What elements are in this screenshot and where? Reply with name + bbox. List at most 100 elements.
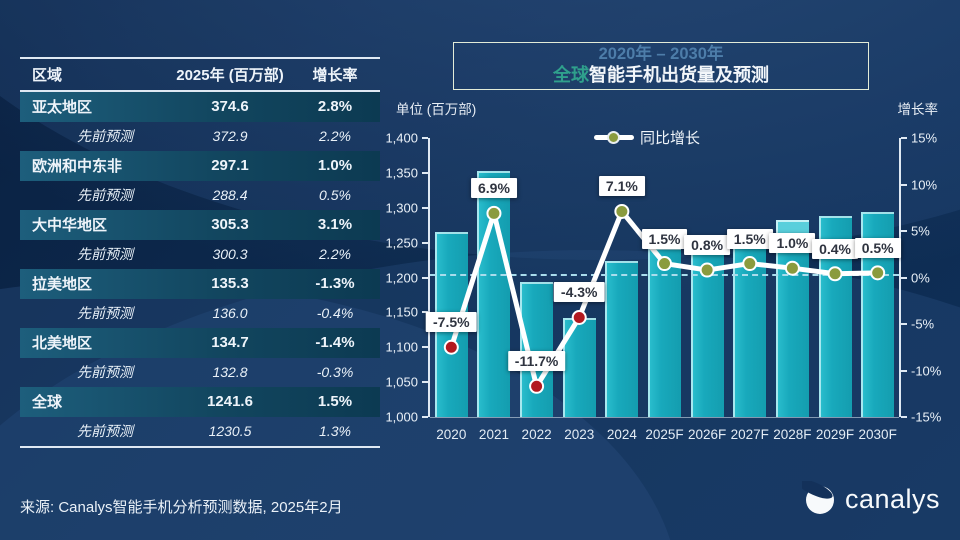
cell-value: 372.9: [212, 128, 248, 145]
growth-label-2029F: 0.4%: [812, 238, 858, 259]
x-axis-label-2029F: 2029F: [815, 427, 855, 442]
cell-value: 288.4: [212, 187, 248, 204]
left-axis-tick: [422, 137, 428, 139]
cell-growth: 0.5%: [319, 187, 351, 204]
left-axis-tick: [422, 171, 428, 174]
zero-growth-dashed-line: [430, 273, 899, 276]
cell-growth: 2.8%: [317, 98, 353, 116]
growth-label-2028F: 1.0%: [769, 233, 816, 254]
table-row-previous-forecast: 先前预测 372.9 2.2%: [20, 122, 380, 152]
cell-growth: -1.4%: [315, 334, 355, 352]
right-axis-tick: [901, 369, 907, 372]
cell-region: 先前预测: [77, 246, 133, 263]
left-axis-tick: [422, 206, 428, 209]
cell-region: 先前预测: [77, 128, 133, 145]
left-axis-tick-label: 1,150: [385, 304, 418, 320]
x-axis-label-2024: 2024: [606, 427, 637, 442]
table-row-region: 北美地区 134.7 -1.4%: [20, 328, 380, 358]
cell-region: 大中华地区: [32, 217, 108, 235]
left-axis-tick: [422, 241, 428, 244]
right-axis-tick: [901, 230, 907, 232]
cell-value: 297.1: [211, 157, 249, 175]
cell-region: 先前预测: [77, 187, 133, 204]
cell-region: 先前预测: [77, 364, 133, 381]
table-row-previous-forecast: 先前预测 288.4 0.5%: [20, 181, 380, 211]
left-axis-tick-label: 1,400: [385, 130, 418, 146]
growth-label-2021: 6.9%: [470, 178, 517, 199]
left-axis-caption: 单位 (百万部): [396, 102, 477, 117]
table-header-row: 区域 2025年 (百万部) 增长率: [20, 57, 380, 92]
cell-growth: -1.3%: [315, 275, 355, 293]
left-axis-tick-label: 1,200: [385, 270, 418, 285]
growth-label-2026F: 0.8%: [684, 235, 731, 256]
growth-label-2023: -4.3%: [553, 282, 605, 303]
table-row-region: 全球 1241.6 1.5%: [20, 387, 380, 417]
right-axis-caption: 增长率: [897, 102, 939, 117]
cell-region: 先前预测: [77, 423, 133, 440]
right-axis-tick: [901, 183, 907, 186]
right-axis-tick-label: -10%: [911, 363, 942, 378]
right-axis-tick-label: 10%: [911, 177, 938, 192]
cell-region: 先前预测: [77, 305, 133, 322]
cell-value: 132.8: [212, 364, 248, 381]
table-row-previous-forecast: 先前预测 136.0 -0.4%: [20, 299, 380, 329]
growth-label-2022: -11.7%: [507, 351, 566, 372]
right-axis-tick-label: 0%: [911, 270, 930, 285]
left-axis-tick-label: 1,050: [385, 374, 418, 390]
left-axis-tick-label: 1,000: [385, 409, 418, 425]
table-header-cell-value: 2025年 (百万部): [176, 67, 284, 84]
cell-growth: 2.2%: [319, 246, 351, 263]
right-axis-tick-label: -5%: [911, 316, 935, 332]
left-axis-tick-label: 1,300: [385, 200, 418, 216]
bar-2023: [562, 317, 596, 417]
brand-wordmark: canalys: [844, 483, 940, 514]
canalys-logo: canalys: [801, 481, 940, 517]
left-axis-tick: [422, 311, 428, 314]
cell-value: 305.3: [211, 216, 249, 234]
bar-2021: [477, 171, 511, 417]
table-row-previous-forecast: 先前预测 1230.5 1.3%: [20, 417, 380, 447]
growth-label-2025F: 1.5%: [641, 228, 688, 249]
legend-label: 同比增长: [640, 130, 701, 147]
right-axis-tick-label: 5%: [911, 223, 930, 239]
growth-label-2030F: 0.5%: [854, 237, 901, 258]
x-axis-label-2025F: 2025F: [645, 427, 684, 442]
chart-title-box: 2020年 – 2030年 全球智能手机出货量及预测: [453, 42, 869, 90]
bar-2022: [520, 282, 554, 417]
cell-value: 374.6: [211, 98, 249, 116]
right-axis-tick: [901, 416, 907, 418]
x-axis-baseline: [430, 417, 899, 418]
source-note: 来源: Canalys智能手机分析预测数据, 2025年2月: [20, 499, 343, 516]
x-axis-label-2020: 2020: [436, 427, 467, 442]
canalys-swoosh-icon: [801, 481, 834, 514]
cell-value: 1230.5: [208, 423, 252, 440]
table-row-region: 欧洲和中东非 297.1 1.0%: [20, 151, 380, 181]
chart-title-accent: 全球: [553, 65, 589, 86]
right-axis-tick: [901, 276, 907, 279]
x-axis-label-2022: 2022: [521, 427, 552, 442]
left-axis-tick-label: 1,350: [385, 165, 418, 181]
growth-label-2024: 7.1%: [598, 176, 645, 197]
legend-dot-icon: [607, 131, 620, 144]
cell-region: 亚太地区: [32, 99, 93, 117]
chart-title-rest: 智能手机出货量及预测: [589, 65, 769, 86]
chart-title: 全球智能手机出货量及预测: [553, 65, 769, 87]
growth-label-2020: -7.5%: [426, 312, 477, 333]
chart-legend: 同比增长: [594, 127, 700, 148]
bar-cap-2028F: [775, 219, 809, 234]
left-axis-tick: [422, 381, 428, 384]
table-bottom-border: [20, 446, 380, 448]
table-header-cell-growth: 增长率: [312, 67, 358, 84]
bar-2026F: [690, 241, 724, 417]
cell-growth: 1.0%: [317, 157, 353, 175]
x-axis-label-2030F: 2030F: [858, 427, 897, 442]
bar-2024: [605, 261, 639, 417]
cell-growth: -0.4%: [316, 305, 354, 322]
cell-growth: 1.3%: [319, 423, 351, 440]
table-row-region: 亚太地区 374.6 2.8%: [20, 92, 380, 122]
table-header-cell-region: 区域: [32, 67, 63, 84]
legend-line-marker-icon: [594, 131, 634, 144]
left-axis-tick: [422, 276, 428, 279]
left-axis-tick: [422, 346, 428, 349]
